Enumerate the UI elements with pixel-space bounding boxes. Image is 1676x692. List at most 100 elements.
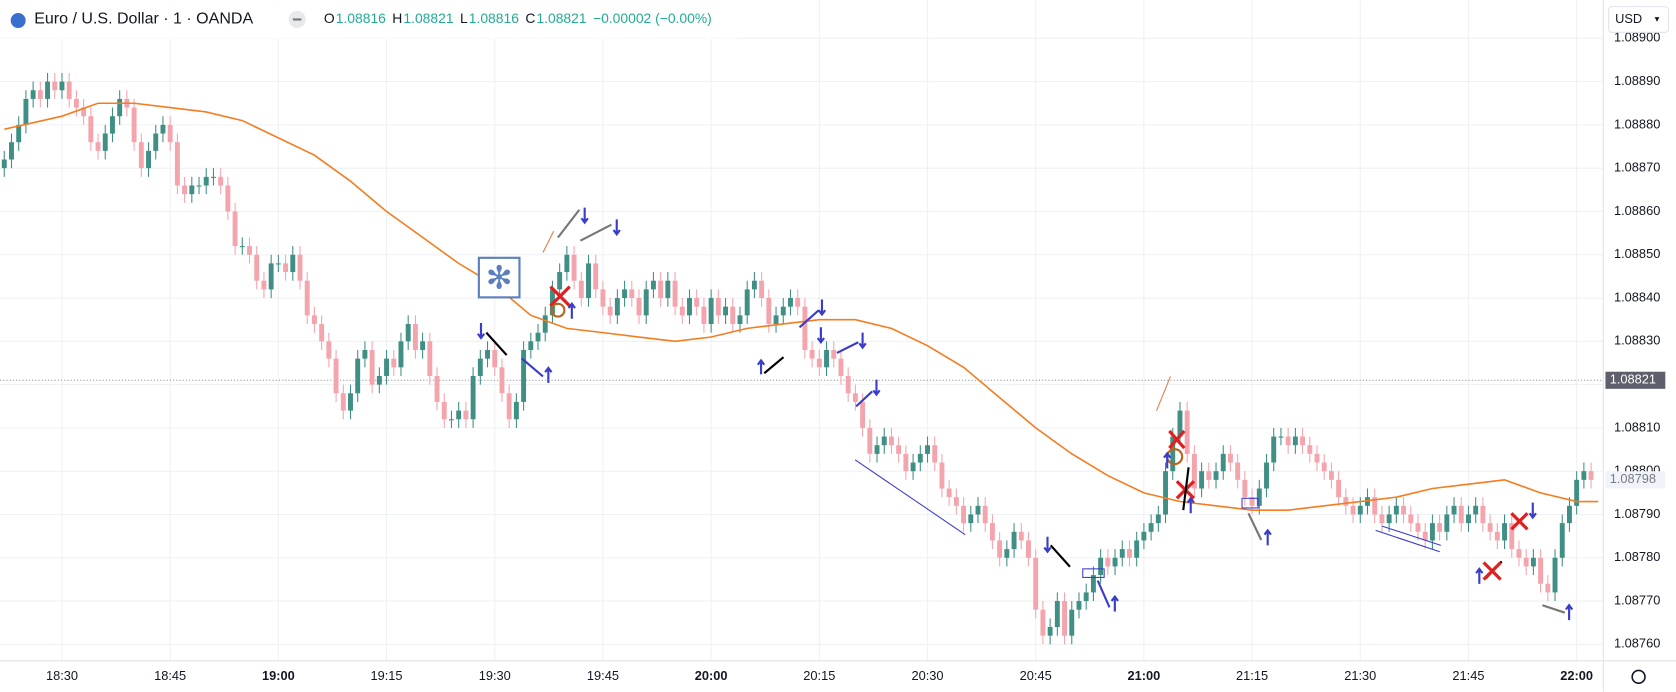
- candle-body: [1191, 453, 1197, 489]
- candle-body: [1566, 505, 1572, 524]
- candle-body: [1278, 436, 1284, 438]
- x-tick-label: 21:45: [1452, 668, 1484, 683]
- candle-body: [607, 306, 613, 316]
- candle-body: [268, 263, 274, 290]
- icon: ✻: [486, 260, 513, 296]
- candle-body: [600, 289, 606, 307]
- candle-body: [384, 358, 390, 376]
- candle-body: [326, 341, 332, 359]
- symbol-icon: [10, 13, 26, 29]
- candle-body: [239, 246, 245, 248]
- candle-body: [1386, 514, 1392, 524]
- candle-body: [427, 341, 433, 376]
- candle-body: [261, 280, 267, 290]
- currency-label[interactable]: USD: [1615, 11, 1642, 26]
- candle-body: [66, 81, 72, 99]
- candle-body: [1451, 505, 1457, 515]
- candle-body: [369, 349, 375, 385]
- x-tick-label: 20:00: [695, 668, 728, 683]
- x-tick-label: 20:45: [1020, 668, 1052, 683]
- y-tick-label: 1.08840: [1614, 289, 1660, 304]
- candle-body: [297, 254, 303, 281]
- annotations: ✻: [476, 207, 1574, 621]
- candle-body: [73, 98, 79, 108]
- candle-body: [81, 107, 87, 117]
- candle-body: [1458, 505, 1464, 524]
- x-tick-label: 21:00: [1128, 668, 1161, 683]
- candle-body: [477, 358, 483, 376]
- candle-body: [946, 488, 952, 498]
- candle-body: [961, 505, 967, 524]
- x-tick-label: 20:30: [911, 668, 943, 683]
- candle-body: [1307, 445, 1313, 454]
- ohlc-value: 1.08821: [536, 10, 586, 26]
- candle-body: [1098, 557, 1104, 576]
- candle-body: [254, 254, 260, 281]
- candle-body: [52, 81, 58, 91]
- candle-body: [434, 375, 440, 402]
- y-tick-label: 1.08860: [1614, 203, 1660, 218]
- candle-body: [59, 81, 65, 91]
- candle-body: [1509, 523, 1515, 550]
- price-label-bg: [1605, 471, 1666, 489]
- settings-button[interactable]: [1631, 669, 1646, 685]
- candle-body: [1321, 462, 1327, 472]
- candle-body: [463, 410, 469, 420]
- y-tick-label: 1.08760: [1614, 636, 1660, 651]
- candle-body: [910, 462, 916, 472]
- candle-body: [283, 263, 289, 273]
- currency-button[interactable]: [1608, 6, 1670, 33]
- candle-body: [1004, 549, 1010, 558]
- x-tick-label: 18:30: [46, 668, 78, 683]
- candle-body: [845, 375, 851, 394]
- y-tick-label: 1.08850: [1614, 246, 1660, 261]
- ohlc-legend: O 1.08816 H 1.08821 L 1.08816 C 1.08821 −0.00002…: [324, 10, 712, 26]
- candle-body: [1559, 523, 1565, 558]
- candle-body: [1127, 549, 1132, 558]
- candle-body: [1249, 497, 1255, 506]
- candle-body: [1581, 471, 1587, 480]
- x-tick-label: 18:45: [154, 668, 186, 683]
- candle-body: [1415, 523, 1421, 532]
- candle-body: [737, 315, 743, 325]
- candle-body: [1285, 436, 1291, 446]
- candle-body: [1163, 471, 1168, 515]
- candle-body: [398, 341, 404, 368]
- x-tick-label: 20:15: [803, 668, 835, 683]
- candle-body: [189, 185, 195, 195]
- price-axis-bg: [1603, 0, 1676, 692]
- candle-body: [658, 280, 664, 299]
- candle-body: [1076, 601, 1082, 610]
- dropdown-caret[interactable]: ▾: [1655, 14, 1660, 25]
- candle-body: [376, 375, 382, 385]
- candle-body: [1256, 488, 1262, 506]
- candle-body: [30, 90, 36, 99]
- ohlc-key: O: [324, 10, 335, 26]
- candle-body: [708, 298, 714, 325]
- candle-body: [744, 289, 750, 316]
- candle-body: [247, 246, 252, 255]
- candle-body: [578, 280, 584, 299]
- candle-body: [896, 445, 902, 454]
- candle-body: [932, 445, 938, 463]
- candle-body: [1350, 505, 1356, 515]
- candle-body: [456, 410, 462, 420]
- x-tick-label: 21:30: [1344, 668, 1376, 683]
- candle-body: [1429, 523, 1435, 541]
- candle-body: [1199, 471, 1205, 489]
- price-label-bg: [1605, 371, 1666, 389]
- candle-body: [102, 133, 108, 151]
- candle-body: [629, 289, 635, 299]
- candle-body: [1040, 609, 1046, 636]
- candle-body: [1033, 557, 1039, 610]
- candle-body: [1090, 575, 1096, 593]
- candle-body: [146, 150, 151, 169]
- x-tick-label: 22:00: [1560, 668, 1593, 683]
- y-tick-label: 1.08810: [1614, 419, 1660, 434]
- candle-body: [1372, 497, 1378, 515]
- candle-body: [881, 436, 887, 446]
- candle-body: [1292, 436, 1298, 446]
- candle-body: [809, 349, 815, 359]
- candle-body: [1213, 471, 1219, 480]
- y-tick-label: 1.08790: [1614, 506, 1660, 521]
